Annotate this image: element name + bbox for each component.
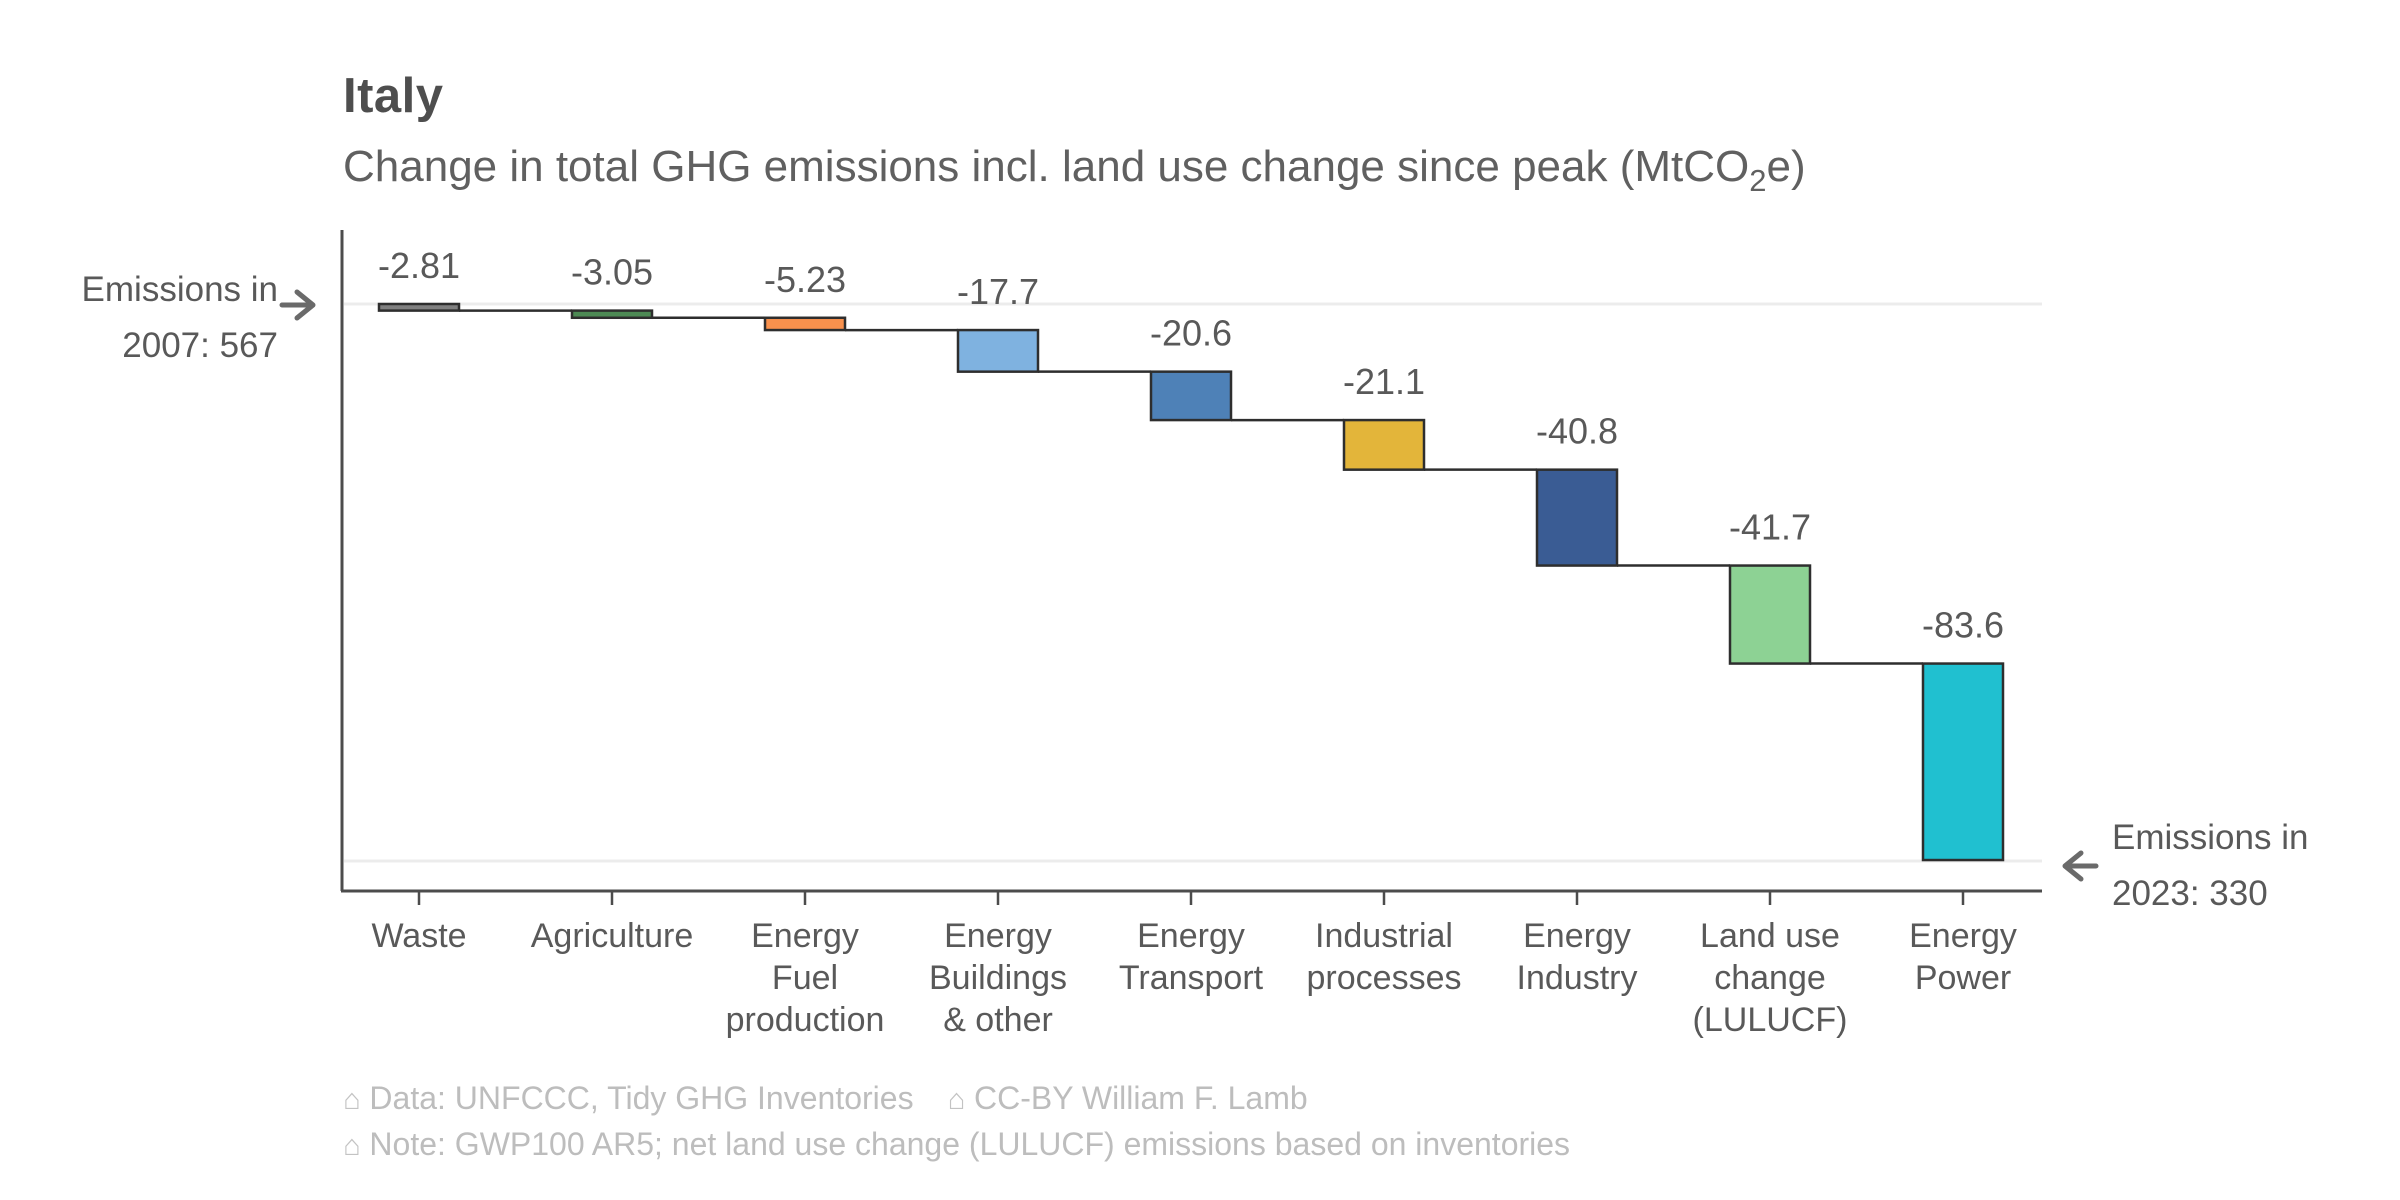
bar-industrial-processes (1342, 418, 1426, 471)
chart-subtitle: Change in total GHG emissions incl. land… (343, 142, 1806, 199)
bar-value-energy-fuel-production: -5.23 (764, 259, 846, 300)
bar-energy-buildings-other (956, 328, 1040, 373)
footer-note: Note: GWP100 AR5; net land use change (L… (369, 1126, 1571, 1162)
category-label-energy-buildings-other: Energy Buildings & other (929, 917, 1067, 1039)
bar-value-energy-industry: -40.8 (1536, 411, 1618, 452)
chart-title: Italy (343, 69, 444, 123)
house-icon: ⌂ (343, 1130, 361, 1162)
bar-agriculture (570, 309, 654, 320)
house-icon: ⌂ (947, 1084, 966, 1116)
annotation-end-line1: Emissions in (2112, 818, 2309, 857)
bar-value-energy-buildings-other: -17.7 (957, 271, 1039, 312)
bar-energy-power (1921, 662, 2005, 862)
category-label-industrial-processes: Industrial processes (1307, 917, 1462, 997)
bar-energy-transport (1149, 370, 1233, 422)
annotation-end-line2: 2023: 330 (2112, 874, 2268, 913)
bar-land-use-change-lulucf (1728, 564, 1812, 665)
footer-line-2: ⌂ Note: GWP100 AR5; net land use change … (343, 1122, 1570, 1168)
category-label-waste: Waste (371, 917, 466, 955)
chart-subtitle-text: Change in total GHG emissions incl. land… (343, 142, 1750, 191)
category-label-energy-transport: Energy Transport (1119, 917, 1264, 997)
bar-waste (377, 302, 461, 312)
house-icon: ⌂ (343, 1084, 361, 1116)
category-label-energy-industry: Energy Industry (1517, 917, 1638, 997)
footer-data-credit: Data: UNFCCC, Tidy GHG Inventories (369, 1080, 914, 1116)
annotation-start-emissions: Emissions in 2007: 567 (82, 262, 278, 374)
arrow-right-icon (279, 289, 316, 321)
category-label-land-use-change-lulucf: Land use change (LULUCF) (1693, 917, 1848, 1039)
bar-energy-fuel-production (763, 316, 847, 332)
bar-value-agriculture: -3.05 (571, 252, 653, 293)
annotation-start-line1: Emissions in (81, 270, 278, 309)
bar-value-industrial-processes: -21.1 (1343, 361, 1425, 402)
category-label-energy-power: Energy Power (1909, 917, 2017, 997)
arrow-left-icon (2062, 850, 2099, 882)
category-label-energy-fuel-production: Energy Fuel production (726, 917, 885, 1039)
annotation-end-emissions: Emissions in 2023: 330 (2112, 810, 2308, 922)
bar-value-energy-power: -83.6 (1922, 605, 2004, 646)
annotation-start-line2: 2007: 567 (122, 326, 278, 365)
chart-subtitle-subscript: 2 (1749, 162, 1767, 198)
category-label-agriculture: Agriculture (531, 917, 694, 955)
footer-line-1: ⌂ Data: UNFCCC, Tidy GHG Inventories ⌂ CC… (343, 1076, 1570, 1122)
footer-credits: ⌂ Data: UNFCCC, Tidy GHG Inventories ⌂ CC… (343, 1076, 1570, 1168)
bar-value-energy-transport: -20.6 (1150, 313, 1232, 354)
bar-energy-industry (1535, 468, 1619, 567)
bar-value-waste: -2.81 (378, 245, 460, 286)
footer-license-credit: CC-BY William F. Lamb (973, 1080, 1308, 1116)
chart-subtitle-suffix: e) (1766, 142, 1806, 191)
bar-value-land-use-change-lulucf: -41.7 (1729, 507, 1811, 548)
